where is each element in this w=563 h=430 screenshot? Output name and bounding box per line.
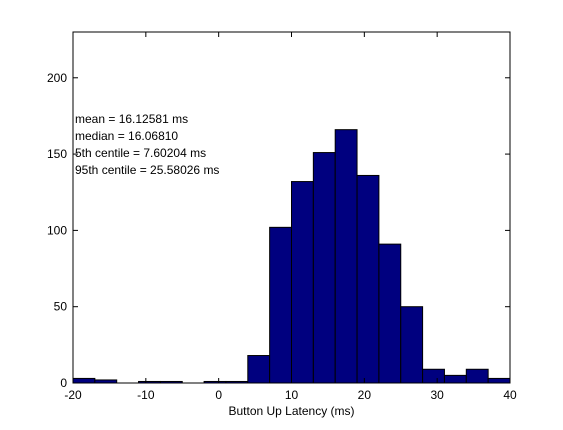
histogram-bar bbox=[269, 226, 292, 384]
bars-layer bbox=[72, 129, 511, 384]
stat-5th-centile: 5th centile = 7.60204 ms bbox=[75, 146, 206, 160]
histogram-bar bbox=[356, 174, 380, 384]
histogram-bar bbox=[334, 129, 358, 384]
histogram-bar bbox=[291, 181, 314, 384]
x-tick-label: 0 bbox=[215, 388, 222, 402]
stat-mean: mean = 16.12581 ms bbox=[75, 112, 188, 126]
x-axis-label: Button Up Latency (ms) bbox=[228, 404, 354, 418]
stat-95th-centile: 95th centile = 25.58026 ms bbox=[75, 163, 219, 177]
x-tick-label: 10 bbox=[285, 388, 299, 402]
x-tick-label: -20 bbox=[64, 388, 82, 402]
stat-median: median = 16.06810 bbox=[75, 129, 178, 143]
x-tick-label: 20 bbox=[358, 388, 372, 402]
stats-annotation: mean = 16.12581 ms median = 16.06810 5th… bbox=[75, 112, 219, 177]
histogram-bar bbox=[465, 368, 489, 384]
x-tick-label: -10 bbox=[137, 388, 155, 402]
y-tick-label: 0 bbox=[60, 376, 67, 390]
y-tick-label: 150 bbox=[47, 147, 67, 161]
x-tick-label: 30 bbox=[430, 388, 444, 402]
ticks-layer: -20 -10 0 10 20 30 40 0 50 100 150 200 bbox=[47, 32, 517, 402]
histogram-bar bbox=[487, 377, 511, 384]
histogram-bar bbox=[400, 306, 424, 384]
histogram-bar bbox=[247, 355, 271, 384]
histogram-bar bbox=[422, 368, 445, 384]
histogram-bar bbox=[443, 374, 467, 384]
y-tick-label: 50 bbox=[54, 300, 68, 314]
x-tick-label: 40 bbox=[503, 388, 517, 402]
y-tick-label: 100 bbox=[47, 223, 67, 237]
histogram-bar bbox=[72, 377, 96, 384]
histogram-bar bbox=[378, 243, 402, 384]
y-tick-label: 200 bbox=[47, 71, 67, 85]
histogram-bar bbox=[312, 152, 336, 384]
